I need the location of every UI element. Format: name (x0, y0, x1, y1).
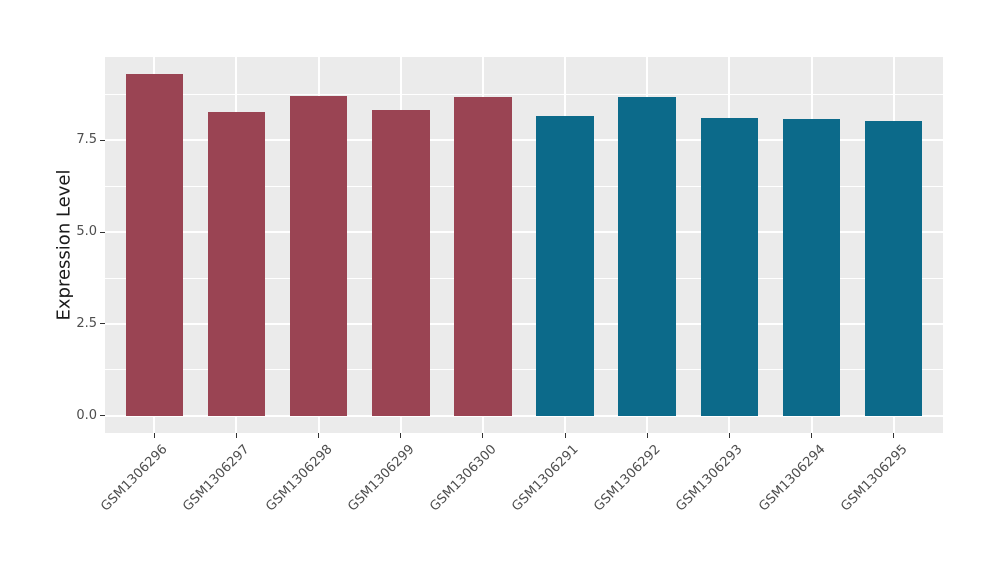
y-tick-label: 5.0 (76, 224, 97, 240)
minor-gridline (105, 369, 943, 371)
bar-GSM1306297 (207, 112, 266, 416)
major-gridline (105, 139, 943, 142)
x-tick-label: GSM1306295 (837, 442, 911, 515)
x-tick-mark (482, 433, 484, 438)
x-tick-label: GSM1306296 (98, 442, 171, 515)
x-tick-mark (153, 433, 155, 438)
bar-GSM1306299 (372, 109, 430, 416)
x-tick-label: GSM1306298 (262, 442, 336, 515)
x-tick-mark (893, 433, 895, 438)
minor-gridline (105, 93, 943, 95)
major-gridline (105, 322, 943, 325)
x-tick-label: GSM1306292 (591, 442, 664, 515)
y-tick-mark (100, 323, 105, 325)
x-tick-label: GSM1306291 (509, 442, 582, 515)
y-tick-mark (100, 415, 105, 417)
minor-gridline (105, 277, 943, 279)
y-tick-label: 7.5 (76, 132, 97, 148)
y-tick-label: 2.5 (76, 315, 97, 331)
y-tick-mark (100, 139, 105, 141)
y-axis-title: Expression Level (53, 169, 75, 321)
x-tick-mark (400, 433, 402, 438)
major-gridline (105, 414, 943, 417)
x-tick-label: GSM1306297 (180, 442, 254, 515)
bar-GSM1306293 (700, 118, 759, 416)
y-tick-mark (100, 231, 105, 233)
x-tick-mark (318, 433, 320, 438)
bar-GSM1306291 (536, 115, 594, 416)
x-tick-label: GSM1306300 (427, 442, 500, 515)
x-tick-mark (646, 433, 648, 438)
bar-GSM1306300 (454, 97, 512, 416)
x-tick-mark (235, 433, 237, 438)
y-tick-label: 0.0 (76, 407, 97, 423)
bar-GSM1306298 (289, 96, 348, 416)
bar-GSM1306296 (125, 73, 184, 416)
x-tick-mark (811, 433, 813, 438)
x-tick-label: GSM1306294 (755, 442, 829, 515)
x-tick-label: GSM1306299 (344, 442, 418, 515)
bar-GSM1306292 (618, 97, 676, 416)
x-tick-mark (728, 433, 730, 438)
plot-panel (105, 57, 943, 433)
x-tick-label: GSM1306293 (673, 442, 746, 515)
bar-GSM1306295 (864, 120, 923, 416)
bar-GSM1306294 (782, 119, 841, 416)
major-gridline (105, 231, 943, 234)
minor-gridline (105, 185, 943, 187)
x-tick-mark (564, 433, 566, 438)
